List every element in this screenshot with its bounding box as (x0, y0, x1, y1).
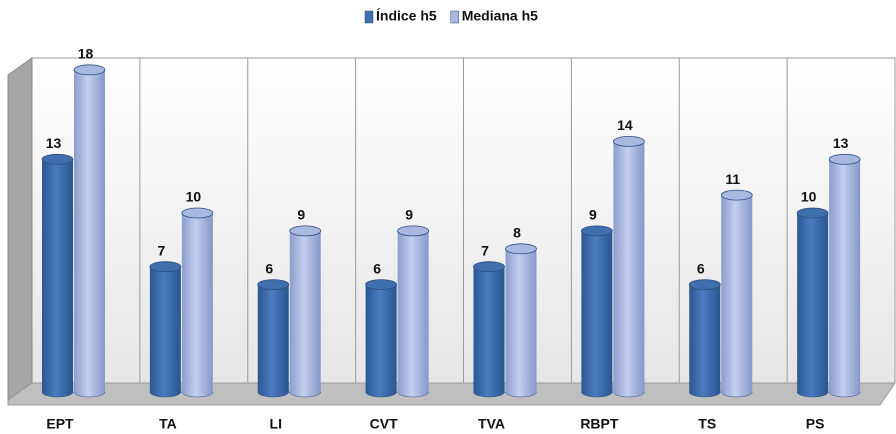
bar-top (688, 279, 721, 291)
bar-top (612, 135, 645, 147)
legend-swatch (364, 10, 374, 24)
x-tick-label: EPT (46, 416, 74, 432)
bar-body (257, 284, 289, 392)
bar (149, 261, 182, 398)
legend-label: Índice h5 (376, 8, 437, 24)
data-label: 6 (373, 260, 381, 276)
legend-swatch (450, 10, 459, 24)
bar-top (720, 189, 753, 201)
bar-top (41, 153, 74, 165)
bar-body (581, 230, 613, 392)
bar-top (181, 207, 214, 219)
bar (41, 153, 74, 398)
data-label: 18 (78, 46, 94, 62)
bar-body (473, 266, 505, 392)
bar (397, 225, 430, 398)
bar (473, 261, 505, 398)
bar (580, 225, 613, 398)
bar-body (797, 213, 829, 392)
x-tick-label: TVA (478, 416, 505, 432)
bar-top (505, 243, 537, 255)
data-label: 9 (589, 207, 597, 223)
data-label: 10 (801, 189, 817, 205)
bar (181, 207, 214, 398)
data-label: 9 (297, 207, 305, 223)
x-tick-label: CVT (370, 416, 398, 432)
bar-top (365, 279, 398, 291)
data-label: 14 (617, 117, 633, 133)
x-tick-label: PS (806, 416, 825, 432)
data-label: 11 (725, 171, 740, 187)
bar-body (42, 159, 73, 392)
floor (7, 382, 896, 406)
data-label: 8 (513, 225, 521, 241)
bar-body (149, 266, 181, 392)
data-label: 13 (46, 135, 62, 151)
bar-top (149, 261, 182, 273)
bar-top (473, 261, 505, 273)
bar (73, 64, 106, 398)
data-label: 6 (265, 260, 273, 276)
side-wall (7, 57, 33, 401)
bar-top (828, 153, 861, 165)
bar-top (397, 225, 430, 237)
bar-body (74, 69, 105, 393)
bar-top (580, 225, 613, 237)
bar-top (73, 64, 106, 76)
bar-body (689, 284, 721, 392)
bar-body (613, 141, 645, 392)
bar-body (397, 230, 429, 392)
x-tick-label: TS (698, 416, 716, 432)
bar (365, 279, 398, 398)
bar (688, 279, 721, 398)
x-tick-label: LI (270, 416, 282, 432)
bar-body (505, 248, 537, 392)
bar (257, 279, 290, 398)
bar (796, 207, 829, 398)
data-label: 7 (157, 242, 165, 258)
bar-body (829, 159, 861, 392)
data-label: 6 (697, 260, 705, 276)
bar (720, 189, 753, 398)
x-tick-label: RBPT (580, 416, 619, 432)
data-label: 13 (833, 135, 849, 151)
bar-body (721, 195, 753, 392)
bar-top (796, 207, 829, 219)
data-label: 9 (405, 207, 413, 223)
data-label: 10 (186, 189, 202, 205)
bar (289, 225, 322, 398)
bar-top (289, 225, 322, 237)
bar (612, 135, 645, 398)
bar-body (289, 230, 321, 392)
bar (505, 243, 537, 398)
bar-body (365, 284, 397, 392)
legend-label: Mediana h5 (462, 8, 538, 24)
bar-body (181, 213, 213, 392)
x-tick-label: TA (159, 416, 177, 432)
bar-top (257, 279, 290, 291)
bar (828, 153, 861, 398)
data-label: 7 (481, 242, 489, 258)
